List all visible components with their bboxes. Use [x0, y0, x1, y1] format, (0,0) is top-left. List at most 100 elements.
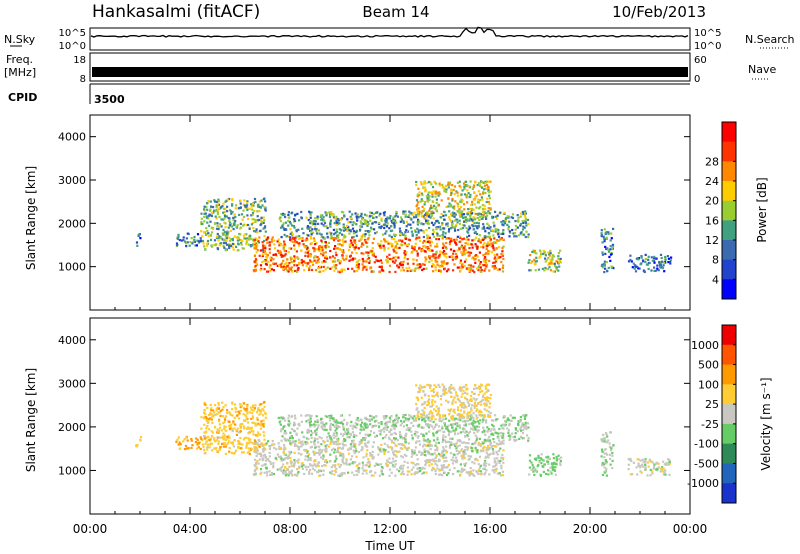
scatter-cell: [310, 414, 313, 417]
scatter-cell: [477, 463, 480, 466]
scatter-cell: [288, 268, 291, 271]
scatter-cell: [219, 414, 222, 417]
scatter-cell: [350, 258, 353, 261]
scatter-cell: [393, 250, 396, 253]
scatter-cell: [250, 244, 253, 247]
scatter-cell: [401, 240, 404, 243]
scatter-cell: [519, 435, 523, 438]
scatter-cell: [484, 212, 487, 215]
scatter-cell: [217, 203, 221, 206]
scatter-cell: [436, 429, 440, 432]
scatter-cell: [634, 270, 638, 273]
scatter-cell: [203, 231, 206, 234]
scatter-cell: [254, 200, 257, 204]
scatter-cell: [456, 210, 459, 213]
scatter-cell: [535, 256, 538, 259]
scatter-cell: [334, 429, 337, 432]
scatter-cell: [339, 269, 342, 272]
scatter-cell: [467, 454, 470, 458]
scatter-cell: [438, 419, 441, 422]
scatter-cell: [362, 426, 365, 429]
scatter-cell: [465, 462, 468, 465]
scatter-cell: [337, 243, 340, 246]
scatter-cell: [139, 439, 142, 442]
scatter-cell: [475, 254, 478, 257]
scatter-cell: [468, 438, 471, 441]
scatter-cell: [237, 410, 240, 413]
scatter-cell: [491, 444, 494, 448]
scatter-cell: [319, 451, 323, 454]
scatter-cell: [326, 235, 329, 238]
scatter-cell: [215, 200, 219, 203]
scatter-cell: [288, 262, 291, 265]
scatter-cell: [502, 257, 505, 261]
scatter-cell: [315, 261, 318, 264]
scatter-cell: [316, 256, 319, 259]
scatter-cell: [253, 238, 256, 241]
scatter-cell: [309, 464, 312, 467]
scatter-cell: [427, 444, 430, 447]
scatter-cell: [302, 260, 305, 263]
scatter-cell: [390, 428, 393, 431]
scatter-cell: [472, 412, 475, 415]
scatter-cell: [372, 441, 375, 444]
scatter-cell: [386, 444, 389, 447]
scatter-cell: [315, 248, 318, 251]
scatter-cell: [222, 415, 225, 418]
scatter-cell: [463, 450, 466, 453]
scatter-region: [175, 435, 202, 451]
scatter-cell: [541, 267, 544, 270]
scatter-cell: [469, 251, 473, 254]
scatter-cell: [249, 428, 252, 431]
scatter-cell: [448, 255, 451, 258]
scatter-cell: [357, 471, 360, 474]
scatter-cell: [272, 258, 275, 261]
scatter-cell: [352, 435, 355, 438]
scatter-cell: [493, 428, 496, 431]
scatter-cell: [482, 223, 485, 226]
scatter-cell: [370, 214, 373, 218]
scatter-cell: [629, 258, 632, 262]
scatter-cell: [511, 216, 515, 220]
scatter-cell: [404, 413, 407, 417]
scatter-cell: [465, 251, 468, 254]
scatter-cell: [429, 423, 432, 427]
scatter-cell: [426, 237, 429, 240]
scatter-cell: [605, 247, 608, 251]
scatter-cell: [491, 423, 494, 426]
scatter-cell: [415, 236, 418, 239]
scatter-cell: [204, 413, 207, 416]
scatter-cell: [456, 249, 459, 252]
scatter-cell: [278, 421, 281, 424]
scatter-cell: [457, 228, 460, 232]
scatter-cell: [519, 222, 523, 226]
scatter-cell: [456, 408, 460, 411]
scatter-cell: [258, 218, 261, 221]
scatter-cell: [272, 253, 275, 256]
scatter-cell: [321, 448, 324, 452]
scatter-cell: [294, 239, 297, 242]
scatter-cell: [489, 240, 492, 243]
scatter-cell: [372, 216, 375, 219]
scatter-cell: [213, 239, 217, 242]
scatter-cell: [231, 204, 234, 207]
scatter-cell: [474, 434, 477, 437]
scatter-cell: [263, 454, 266, 457]
scatter-cell: [338, 243, 342, 246]
scatter-cell: [262, 431, 265, 434]
scatter-cell: [455, 190, 458, 193]
scatter-cell: [493, 457, 496, 460]
scatter-cell: [421, 409, 424, 412]
scatter-cell: [396, 215, 399, 218]
scatter-cell: [251, 213, 254, 216]
scatter-cell: [412, 424, 415, 427]
scatter-cell: [337, 270, 340, 273]
scatter-cell: [412, 249, 415, 252]
scatter-cell: [469, 264, 473, 267]
scatter-cell: [423, 443, 426, 446]
scatter-cell: [203, 417, 206, 420]
scatter-cell: [135, 445, 138, 448]
scatter-cell: [352, 442, 355, 445]
scatter-cell: [325, 422, 328, 425]
